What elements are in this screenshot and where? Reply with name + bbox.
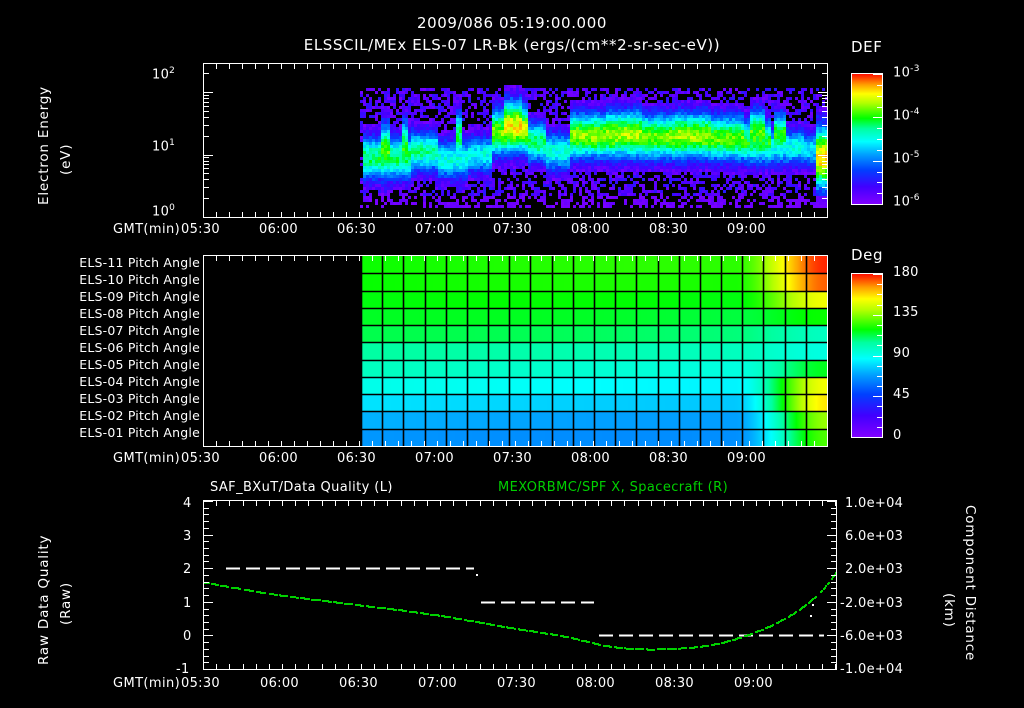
pitch-xtick-row: 05:30 06:00 06:30 07:00 07:30 08:00 08:3… <box>181 451 828 469</box>
pitch-row-label-0: ELS-11 Pitch Angle <box>79 255 200 270</box>
deg-colorbar-gradient <box>852 274 882 437</box>
pitch-row-labels: ELS-11 Pitch Angle ELS-10 Pitch Angle EL… <box>55 256 200 443</box>
pitch-angle-canvas[interactable] <box>204 256 827 446</box>
energy-xtick-2: 06:30 <box>337 222 376 237</box>
quality-ytick-l2: 2 <box>183 562 192 577</box>
quality-ytick-l1: 3 <box>183 529 192 544</box>
energy-xtick-3: 07:00 <box>415 222 454 237</box>
quality-xtick-3: 07:00 <box>418 676 457 691</box>
pitch-xaxis-label: GMT(min) <box>113 451 181 466</box>
def-colorbar-title: DEF <box>851 38 883 56</box>
deg-cbar-tick-4: 0 <box>893 428 902 443</box>
quality-ytick-r2: 2.0e+03 <box>845 562 904 577</box>
pitch-xtick-3: 07:00 <box>415 451 454 466</box>
quality-xtick-4: 07:30 <box>497 676 536 691</box>
deg-cbar-tick-2: 90 <box>893 346 911 361</box>
pitch-xtick-5: 08:00 <box>571 451 610 466</box>
pitch-row-label-6: ELS-05 Pitch Angle <box>79 357 200 372</box>
datetime-text: 2009/086 05:19:00.000 <box>417 14 607 32</box>
energy-xtick-7: 09:00 <box>727 222 766 237</box>
quality-xtick-7: 09:00 <box>734 676 773 691</box>
quality-ytick-l5: -1 <box>176 662 190 677</box>
deg-colorbar-title: Deg <box>851 246 884 264</box>
page-subtitle: ELSSCIL/MEx ELS-07 LR-Bk (ergs/(cm**2-sr… <box>0 36 1024 54</box>
energy-ytick-1: 101 <box>152 138 176 155</box>
pitch-angle-plot[interactable] <box>203 255 828 447</box>
def-cbar-tick-1: 10-4 <box>893 107 920 124</box>
pitch-xtick-7: 09:00 <box>727 451 766 466</box>
energy-xtick-row: 05:30 06:00 06:30 07:00 07:30 08:00 08:3… <box>181 222 828 240</box>
quality-ytick-r1: 6.0e+03 <box>845 529 904 544</box>
page-title-datetime: 2009/086 05:19:00.000 <box>0 14 1024 32</box>
pitch-xtick-2: 06:30 <box>337 451 376 466</box>
deg-cbar-tick-0: 180 <box>893 265 919 280</box>
quality-xtick-2: 06:30 <box>339 676 378 691</box>
quality-ytick-r0: 1.0e+04 <box>845 496 904 511</box>
deg-colorbar <box>851 273 883 438</box>
quality-xaxis-label: GMT(min) <box>113 676 181 691</box>
quality-right-axis-label: Component Distance <box>962 505 978 662</box>
quality-plot[interactable] <box>203 500 837 670</box>
energy-xtick-1: 06:00 <box>259 222 298 237</box>
pitch-xtick-1: 06:00 <box>259 451 298 466</box>
pitch-row-label-2: ELS-09 Pitch Angle <box>79 289 200 304</box>
pitch-row-label-7: ELS-04 Pitch Angle <box>79 374 200 389</box>
def-cbar-tick-2: 10-5 <box>893 150 920 167</box>
pitch-row-label-3: ELS-08 Pitch Angle <box>79 306 200 321</box>
energy-xtick-0: 05:30 <box>181 222 220 237</box>
energy-xaxis-label: GMT(min) <box>113 222 181 237</box>
quality-left-axis-units: (Raw) <box>58 582 74 625</box>
energy-axis-label: Electron Energy <box>36 86 52 205</box>
def-colorbar-gradient <box>852 74 882 204</box>
pitch-row-label-9: ELS-02 Pitch Angle <box>79 408 200 423</box>
pitch-xtick-6: 08:30 <box>649 451 688 466</box>
quality-plot-canvas[interactable] <box>204 501 836 669</box>
energy-ytick-0: 102 <box>152 66 176 83</box>
pitch-row-label-8: ELS-03 Pitch Angle <box>79 391 200 406</box>
pitch-xtick-0: 05:30 <box>181 451 220 466</box>
def-cbar-tick-3: 10-6 <box>893 193 920 210</box>
def-colorbar <box>851 73 883 205</box>
quality-right-axis-units: (km) <box>941 593 957 628</box>
quality-ytick-r5: -1.0e+04 <box>840 662 904 677</box>
quality-title-right: MEXORBMC/SPF X, Spacecraft (R) <box>498 480 729 495</box>
pitch-row-label-1: ELS-10 Pitch Angle <box>79 272 200 287</box>
energy-xtick-5: 08:00 <box>571 222 610 237</box>
pitch-row-label-4: ELS-07 Pitch Angle <box>79 323 200 338</box>
quality-ytick-l3: 1 <box>183 596 192 611</box>
pitch-row-label-10: ELS-01 Pitch Angle <box>79 425 200 440</box>
energy-axis-label-units: (eV) <box>58 143 74 175</box>
quality-xtick-5: 08:00 <box>576 676 615 691</box>
deg-cbar-tick-1: 135 <box>893 305 919 320</box>
energy-spectrogram-plot[interactable] <box>203 63 828 218</box>
quality-xtick-row: 05:30 06:00 06:30 07:00 07:30 08:00 08:3… <box>181 676 837 694</box>
pitch-xtick-4: 07:30 <box>493 451 532 466</box>
energy-spectrogram-canvas[interactable] <box>204 64 827 217</box>
pitch-row-label-5: ELS-06 Pitch Angle <box>79 340 200 355</box>
quality-ytick-l4: 0 <box>183 629 192 644</box>
deg-cbar-tick-3: 45 <box>893 387 911 402</box>
quality-ytick-l0: 4 <box>183 496 192 511</box>
energy-xtick-6: 08:30 <box>649 222 688 237</box>
quality-title-left: SAF_BXuT/Data Quality (L) <box>210 480 393 495</box>
quality-left-axis-label: Raw Data Quality <box>36 534 52 665</box>
energy-ytick-2: 100 <box>152 203 176 220</box>
def-cbar-tick-0: 10-3 <box>893 64 920 81</box>
quality-ytick-r3: -2.0e+03 <box>840 596 904 611</box>
quality-xtick-6: 08:30 <box>655 676 694 691</box>
quality-ytick-r4: -6.0e+03 <box>840 629 904 644</box>
quality-xtick-1: 06:00 <box>260 676 299 691</box>
energy-xtick-4: 07:30 <box>493 222 532 237</box>
subtitle-text: ELSSCIL/MEx ELS-07 LR-Bk (ergs/(cm**2-sr… <box>303 36 721 54</box>
quality-xtick-0: 05:30 <box>181 676 220 691</box>
